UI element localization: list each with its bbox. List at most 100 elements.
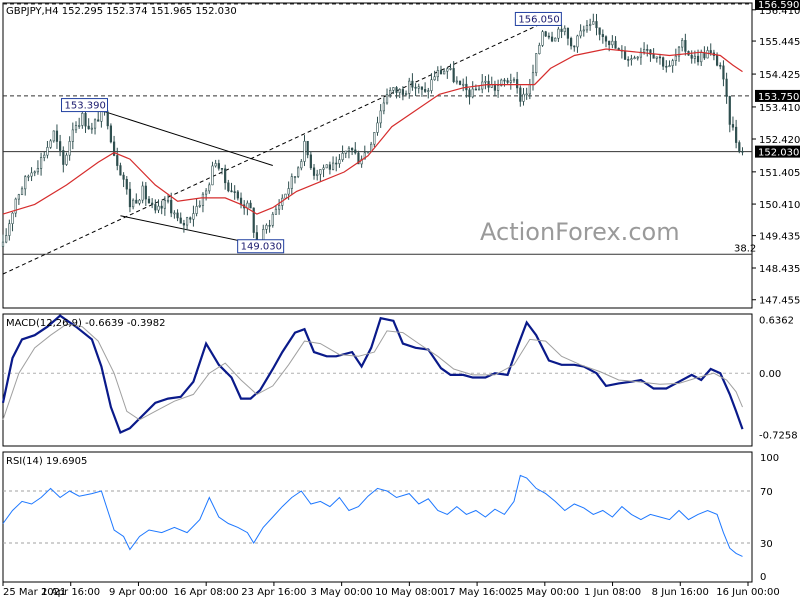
price-y-tick-label: 153.410	[759, 103, 800, 114]
candle-body	[68, 141, 71, 156]
candle-body	[531, 72, 535, 85]
candle-body	[528, 84, 531, 95]
candle-body	[119, 165, 122, 176]
candle-body	[185, 217, 189, 226]
level-price-label: 153.750	[758, 92, 799, 103]
candle-body	[579, 30, 582, 37]
rsi-line	[2, 474, 743, 557]
candle-body	[312, 167, 316, 176]
candle-body	[452, 68, 455, 82]
price-y-tick-label: 154.425	[759, 70, 800, 81]
candle-body	[8, 223, 11, 236]
candle-body	[17, 194, 20, 200]
candle-body	[630, 58, 633, 61]
candle-body	[735, 126, 738, 143]
candle-body	[550, 36, 554, 42]
candle-body	[344, 150, 347, 154]
price-y-tick-label: 152.420	[759, 135, 800, 146]
panel-frame-macd	[2, 313, 753, 447]
trendline	[2, 22, 543, 275]
candle-body	[151, 202, 154, 205]
candle-body	[497, 85, 500, 91]
candle-body	[325, 164, 328, 169]
candle-body	[160, 205, 163, 209]
candle-body	[392, 87, 395, 91]
candle-body	[93, 119, 97, 129]
candle-body	[649, 49, 652, 55]
candle-body	[484, 80, 487, 83]
candle-body	[684, 40, 687, 52]
candle-body	[163, 199, 166, 209]
candle-body	[382, 102, 385, 112]
candle-body	[166, 199, 170, 202]
candle-body	[547, 35, 550, 38]
candle-body	[427, 90, 430, 92]
candle-body	[81, 113, 84, 126]
candle-body	[401, 89, 404, 95]
candle-body	[671, 60, 674, 66]
x-axis-label: 23 Apr 16:00	[241, 587, 306, 598]
candle-body	[1, 241, 5, 247]
candle-body	[560, 28, 563, 32]
candle-body	[220, 167, 224, 170]
candle-body	[604, 36, 608, 42]
candle-body	[20, 188, 24, 196]
candle-body	[576, 35, 579, 48]
candle-body	[39, 157, 43, 169]
candle-body	[719, 64, 722, 67]
candle-body	[554, 37, 557, 42]
candle-body	[189, 217, 192, 220]
candle-body	[331, 162, 335, 170]
x-axis-label: 1 Apr 16:00	[41, 587, 100, 598]
price-y-tick-label: 150.410	[759, 200, 800, 211]
candle-body	[328, 164, 331, 170]
candle-body	[662, 57, 665, 67]
candle-body	[351, 147, 354, 151]
candle-body	[135, 199, 138, 204]
candle-body	[366, 151, 370, 154]
candle-body	[373, 132, 376, 145]
annotation-label: 156.050	[518, 14, 559, 25]
macd-y-tick-label: 0.00	[759, 369, 781, 380]
candle-body	[646, 49, 649, 51]
candle-body	[627, 59, 630, 61]
candle-body	[157, 205, 160, 211]
x-axis-label: 25 May 00:00	[511, 587, 580, 598]
candle-body	[614, 40, 617, 49]
candle-body	[623, 50, 627, 60]
x-axis-label: 16 Jun 00:00	[716, 587, 780, 598]
candle-body	[128, 188, 132, 208]
candle-body	[71, 129, 74, 142]
candle-body	[519, 87, 522, 102]
candle-body	[449, 68, 452, 70]
candle-body	[59, 141, 62, 151]
candle-body	[170, 199, 173, 214]
candle-body	[408, 80, 411, 94]
candle-body	[354, 149, 357, 154]
candle-body	[230, 190, 233, 193]
candle-body	[455, 80, 458, 83]
candle-body	[252, 207, 255, 233]
x-axis-label: 17 May 16:00	[443, 587, 512, 598]
candle-body	[138, 199, 141, 204]
level-price-box	[755, 145, 800, 158]
level-price-label: 152.030	[758, 148, 799, 159]
x-axis-label: 9 Apr 00:00	[109, 587, 168, 598]
macd-title: MACD(12,26,9) -0.6639 -0.3982	[6, 318, 166, 329]
candle-body	[601, 34, 604, 37]
candle-body	[728, 96, 731, 125]
annotation-box	[514, 11, 562, 26]
price-y-tick-label: 156.410	[759, 6, 800, 17]
candle-body	[665, 65, 668, 68]
candle-body	[477, 88, 481, 91]
level-price-box	[755, 89, 800, 102]
candle-body	[347, 147, 351, 152]
candle-body	[642, 49, 646, 53]
candle-body	[27, 175, 30, 178]
candle-body	[205, 190, 208, 195]
candle-body	[179, 217, 182, 224]
candle-body	[78, 125, 81, 127]
candle-body	[268, 224, 271, 227]
annotation-box	[237, 239, 285, 254]
